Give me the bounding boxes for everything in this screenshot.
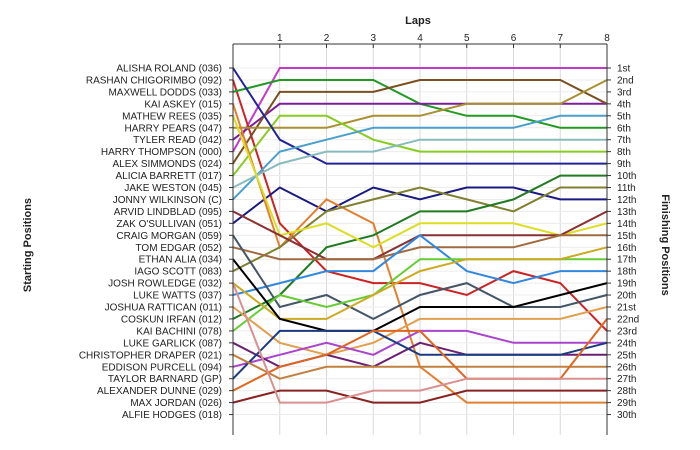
finishing-label: 20th [617,291,636,302]
lap-tick-label: 2 [324,33,330,44]
finishing-label: 5th [617,111,631,122]
starting-label: EDDISON PURCELL (094) [102,362,222,373]
finishing-label: 1st [617,64,631,75]
driver-line-1 [232,67,607,153]
finishing-label: 3rd [617,87,631,98]
finishing-label: 11th [617,183,636,194]
driver-line-5 [232,79,608,165]
finishing-label: 2nd [617,75,634,86]
driver-line-27 [232,353,607,380]
starting-label: KAI ASKEY (015) [144,99,222,110]
axes [229,43,611,435]
finishing-label: 13th [617,207,636,218]
finishing-label: 6th [617,123,631,134]
starting-label: TYLER READ (042) [133,135,222,146]
starting-position-labels: ALISHA ROLAND (036)RASHAN CHIGORIMBO (09… [79,64,222,422]
finishing-label: 4th [617,99,631,110]
finishing-label: 18th [617,267,636,278]
starting-label: ALISHA ROLAND (036) [116,64,222,75]
finishing-label: 15th [617,231,636,242]
lap-tick-label: 3 [370,33,376,44]
chart-title: Laps [405,15,431,27]
driver-line-18 [232,234,607,296]
finishing-label: 23rd [617,326,637,337]
starting-label: MAX JORDAN (026) [130,398,222,409]
driver-line-17 [232,234,607,261]
finishing-position-labels: 1st2nd3rd4th5th6th7th8th9th10th11th12th1… [617,64,639,422]
position-lines [232,67,608,404]
driver-line-21 [232,246,608,320]
y-axis-label-left: Starting Positions [22,198,34,292]
lap-tick-label: 6 [511,33,517,44]
starting-label: LUKE WATTS (037) [133,291,222,302]
y-axis-label-right: Finishing Positions [659,194,671,295]
lap-tick-label: 4 [417,33,423,44]
finishing-label: 16th [617,243,636,254]
driver-line-6 [233,79,608,129]
starting-label: ALICIA BARRETT (017) [115,171,222,182]
lap-tick-label: 7 [557,33,563,44]
starting-label: HARRY THOMPSON (000) [101,147,222,158]
starting-label: HARRY PEARS (047) [125,123,222,134]
finishing-label: 30th [617,410,636,421]
starting-label: JAKE WESTON (045) [124,183,222,194]
starting-label: CRAIG MORGAN (059) [116,231,222,242]
finishing-label: 9th [617,159,631,170]
driver-line-2 [232,79,608,332]
starting-label: JONNY WILKINSON (C) [113,195,222,206]
driver-line-30 [232,282,607,404]
lap-tick-label: 5 [464,33,470,44]
finishing-label: 24th [617,338,636,349]
finishing-label: 10th [617,171,636,182]
finishing-label: 8th [617,147,631,158]
driver-line-15 [232,115,608,249]
driver-line-9 [232,114,607,201]
finishing-label: 26th [617,362,636,373]
driver-line-10 [232,138,607,189]
finishing-label: 28th [617,386,636,397]
finishing-label: 22nd [617,314,639,325]
starting-label: ALEXANDER DUNNE (029) [97,386,222,397]
starting-label: LUKE GARLICK (087) [123,338,222,349]
starting-label: ALEX SIMMONDS (024) [113,159,222,170]
starting-label: MATHEW REES (035) [122,111,222,122]
starting-label: RASHAN CHIGORIMBO (092) [86,75,222,86]
starting-label: ALFIE HODGES (018) [122,410,222,421]
finishing-label: 29th [617,398,636,409]
starting-label: KAI BACHINI (078) [136,326,222,337]
driver-line-22 [232,258,608,332]
starting-label: CHRISTOPHER DRAPER (021) [79,350,222,361]
starting-label: TOM EDGAR (052) [136,243,223,254]
driver-line-26 [232,329,608,380]
x-ticks: 1 2 3 4 5 6 7 8 [277,33,610,48]
starting-label: ETHAN ALIA (034) [139,255,222,266]
starting-label: IAGO SCOTT (083) [134,267,222,278]
lap-tick-label: 8 [604,33,610,44]
starting-label: COSKUN IRFAN (012) [121,314,222,325]
starting-label: JOSH ROWLEDGE (032) [108,279,222,290]
finishing-label: 14th [617,219,636,230]
finishing-label: 27th [617,374,636,385]
starting-label: JOSHUA RATTICAN (011) [105,303,222,314]
starting-label: MAXWELL DODDS (033) [108,87,222,98]
driver-line-13 [232,186,607,272]
finishing-label: 21st [617,303,636,314]
starting-label: TAYLOR BARNARD (GP) [108,374,222,385]
starting-label: ARVID LINDBLAD (095) [114,207,222,218]
driver-line-19 [232,234,608,321]
driver-line-7 [232,114,607,177]
lap-tick-label: 1 [277,33,283,44]
finishing-label: 19th [617,279,636,290]
starting-label: ZAK O'SULLIVAN (051) [116,219,222,230]
driver-line-29 [232,389,607,404]
finishing-label: 12th [617,195,636,206]
finishing-label: 25th [617,350,636,361]
finishing-label: 17th [617,255,636,266]
driver-line-23 [232,306,608,356]
finishing-label: 7th [617,135,631,146]
